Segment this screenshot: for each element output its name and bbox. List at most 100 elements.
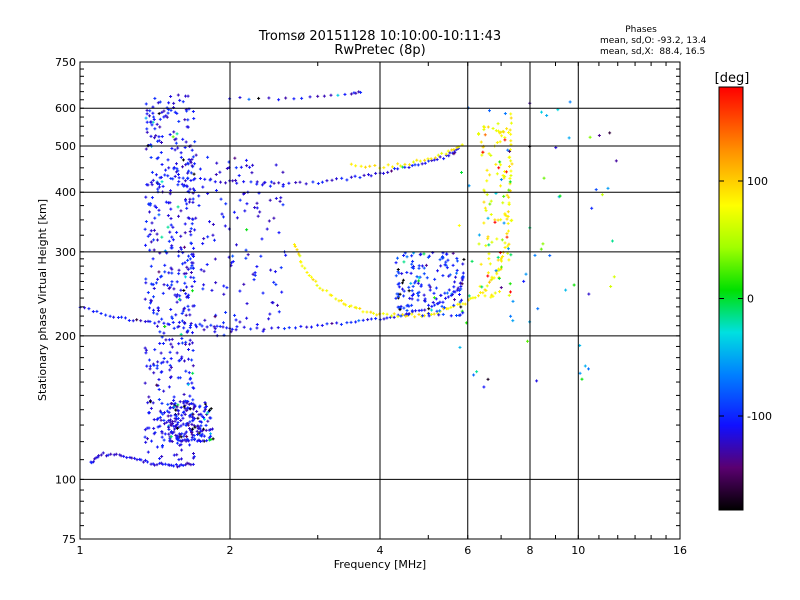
data-point (180, 151, 182, 155)
data-point (145, 351, 147, 355)
data-point (404, 251, 406, 255)
data-point (176, 422, 178, 426)
data-point (172, 238, 174, 242)
data-point (203, 269, 205, 273)
data-point (416, 275, 418, 279)
data-point (225, 310, 227, 314)
data-point (393, 315, 395, 319)
data-point (490, 278, 492, 282)
data-point (192, 419, 194, 423)
data-point (510, 139, 512, 143)
data-point (482, 145, 484, 149)
data-point (186, 109, 188, 113)
data-point (150, 406, 152, 410)
data-point (411, 303, 413, 307)
data-point (243, 180, 245, 184)
data-point (156, 122, 158, 126)
data-point (506, 235, 508, 239)
data-point (465, 321, 467, 325)
data-point (481, 153, 483, 157)
data-point (414, 163, 416, 167)
data-point (154, 96, 156, 100)
data-point (470, 296, 472, 300)
data-point (418, 279, 420, 283)
data-point (456, 288, 458, 292)
data-point (187, 177, 189, 181)
data-point (154, 321, 156, 325)
data-point (206, 325, 208, 329)
data-point (185, 430, 187, 434)
data-point (185, 94, 187, 98)
data-point (136, 318, 138, 322)
x-axis-label: Frequency [MHz] (334, 558, 426, 571)
data-point (176, 300, 178, 304)
data-point (173, 464, 175, 468)
data-point (194, 437, 196, 441)
data-point (194, 162, 196, 166)
data-point (168, 410, 170, 414)
data-point (171, 146, 173, 150)
data-point (157, 425, 159, 429)
data-point (162, 184, 164, 188)
data-point (263, 327, 265, 331)
data-point (192, 348, 194, 352)
data-point (168, 425, 170, 429)
data-point (157, 238, 159, 242)
data-point (170, 463, 172, 467)
data-point (447, 149, 449, 153)
data-point (146, 112, 148, 116)
data-point (206, 411, 208, 415)
data-point (176, 417, 178, 421)
data-point (146, 183, 148, 187)
data-point (147, 450, 149, 454)
data-point (483, 128, 485, 132)
data-point (601, 193, 603, 197)
data-point (506, 170, 508, 174)
data-point (326, 179, 328, 183)
data-point (495, 162, 497, 166)
data-point (183, 401, 185, 405)
data-point (491, 293, 493, 297)
data-point (250, 180, 252, 184)
data-point (190, 159, 192, 163)
data-point (187, 216, 189, 220)
data-point (175, 137, 177, 141)
data-point (189, 230, 191, 234)
data-point (174, 110, 176, 114)
data-point (423, 293, 425, 297)
data-point (177, 435, 179, 439)
data-point (203, 415, 205, 419)
data-point (397, 294, 399, 298)
data-point (439, 258, 441, 262)
data-point (367, 173, 369, 177)
data-point (485, 209, 487, 213)
data-point (161, 430, 163, 434)
data-point (159, 117, 161, 121)
data-point (180, 405, 182, 409)
data-point (256, 180, 258, 184)
data-point (395, 261, 397, 265)
data-point (418, 266, 420, 270)
data-point (392, 165, 394, 169)
data-point (215, 313, 217, 317)
data-point (182, 165, 184, 169)
data-point (152, 257, 154, 261)
data-point (502, 201, 504, 205)
data-point (177, 146, 179, 150)
data-point (494, 218, 496, 222)
data-point (204, 401, 206, 405)
data-point (500, 286, 502, 290)
data-point (405, 314, 407, 318)
data-point (406, 312, 408, 316)
data-point (184, 118, 186, 122)
data-point (222, 325, 224, 329)
y-tick-label: 600 (55, 102, 76, 115)
data-point (395, 274, 397, 278)
data-point (360, 164, 362, 168)
data-point (584, 364, 586, 368)
data-point (93, 460, 95, 464)
data-point (452, 251, 454, 255)
data-point (173, 106, 175, 110)
data-point (278, 310, 280, 314)
data-point (187, 125, 189, 129)
